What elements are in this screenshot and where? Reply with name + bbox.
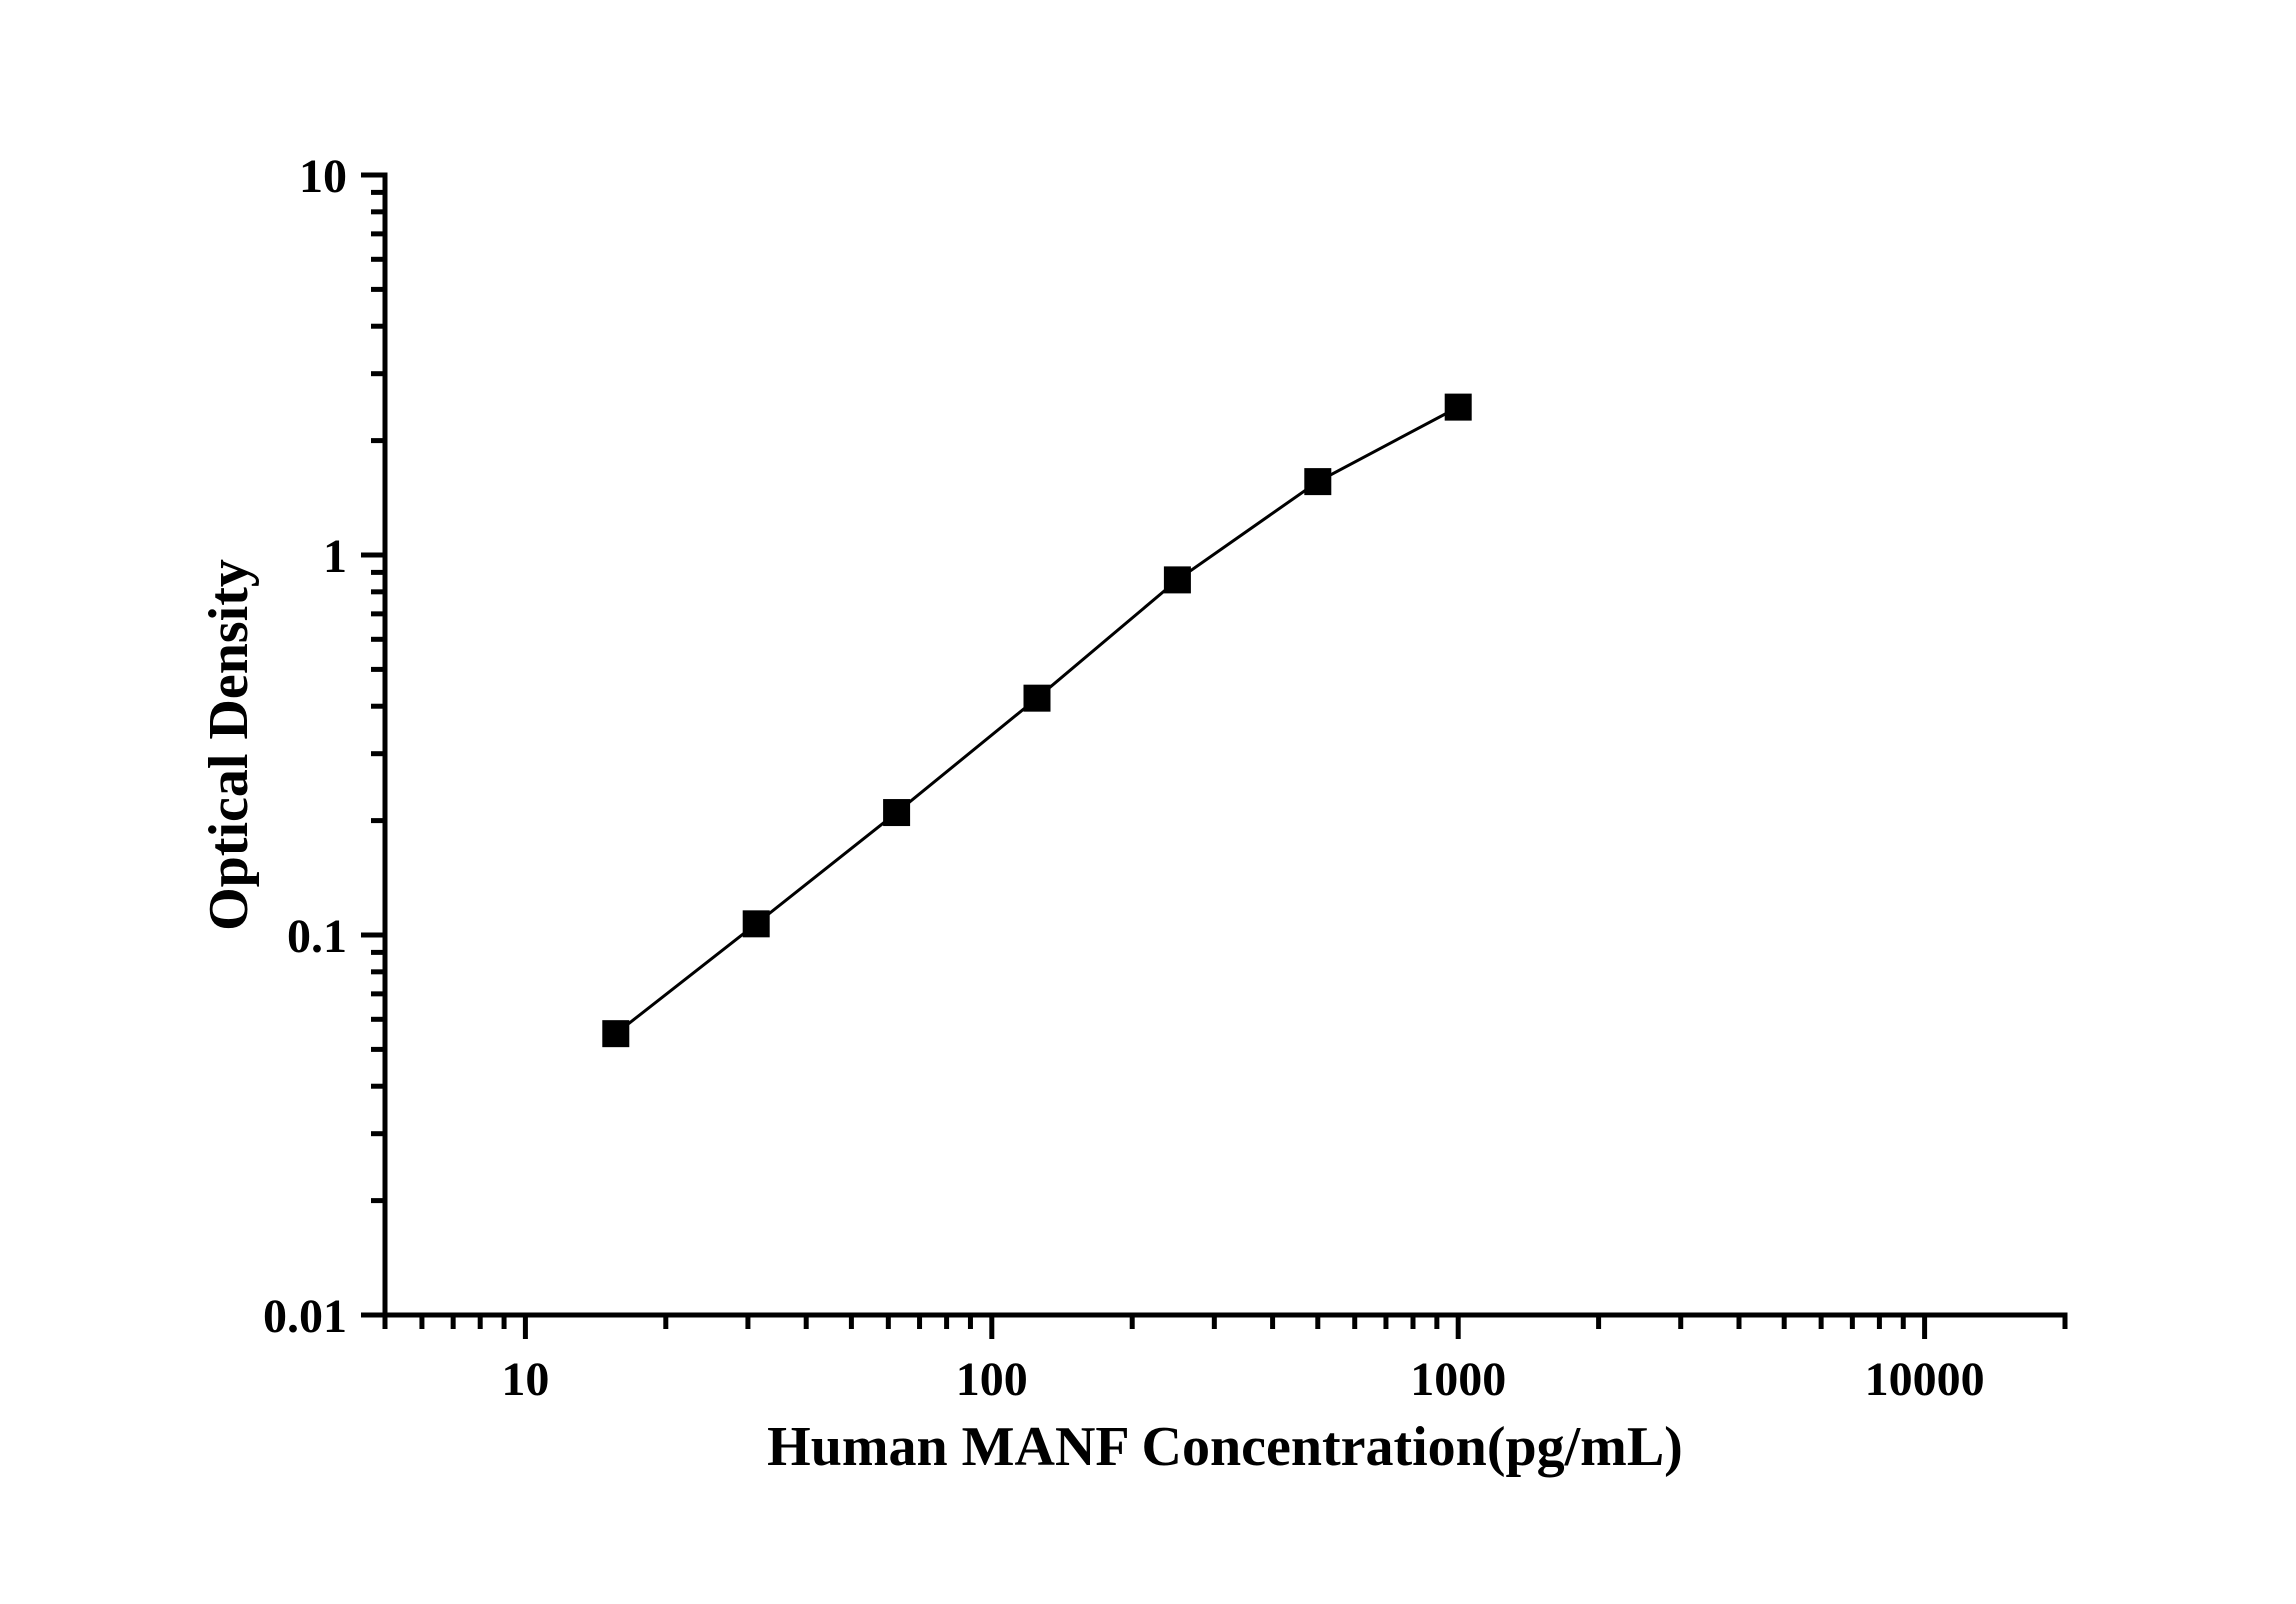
chart-container: 10 100 1000 10000 0.01 0.1 1 10 Human MANF Conce… xyxy=(0,0,2296,1604)
data-point-marker xyxy=(1024,685,1050,711)
y-tick-label: 1 xyxy=(323,530,347,583)
y-axis-label: Optical Density xyxy=(198,559,260,931)
x-axis-label: Human MANF Concentration(pg/mL) xyxy=(767,1416,1683,1478)
data-point-marker xyxy=(1164,567,1190,593)
data-point-marker xyxy=(603,1021,629,1047)
data-point-marker xyxy=(884,800,910,826)
y-tick-label: 10 xyxy=(299,150,347,203)
x-tick-label: 10000 xyxy=(1865,1353,1985,1406)
x-tick-label: 100 xyxy=(956,1353,1028,1406)
y-tick-label: 0.01 xyxy=(263,1290,347,1343)
x-tick-label: 1000 xyxy=(1410,1353,1506,1406)
standard-curve-chart: 10 100 1000 10000 0.01 0.1 1 10 Human MANF Conce… xyxy=(0,0,2296,1604)
y-tick-label: 0.1 xyxy=(287,910,347,963)
data-point-marker xyxy=(1305,469,1331,495)
data-point-marker xyxy=(743,911,769,937)
x-tick-label: 10 xyxy=(501,1353,549,1406)
data-point-marker xyxy=(1445,394,1471,420)
